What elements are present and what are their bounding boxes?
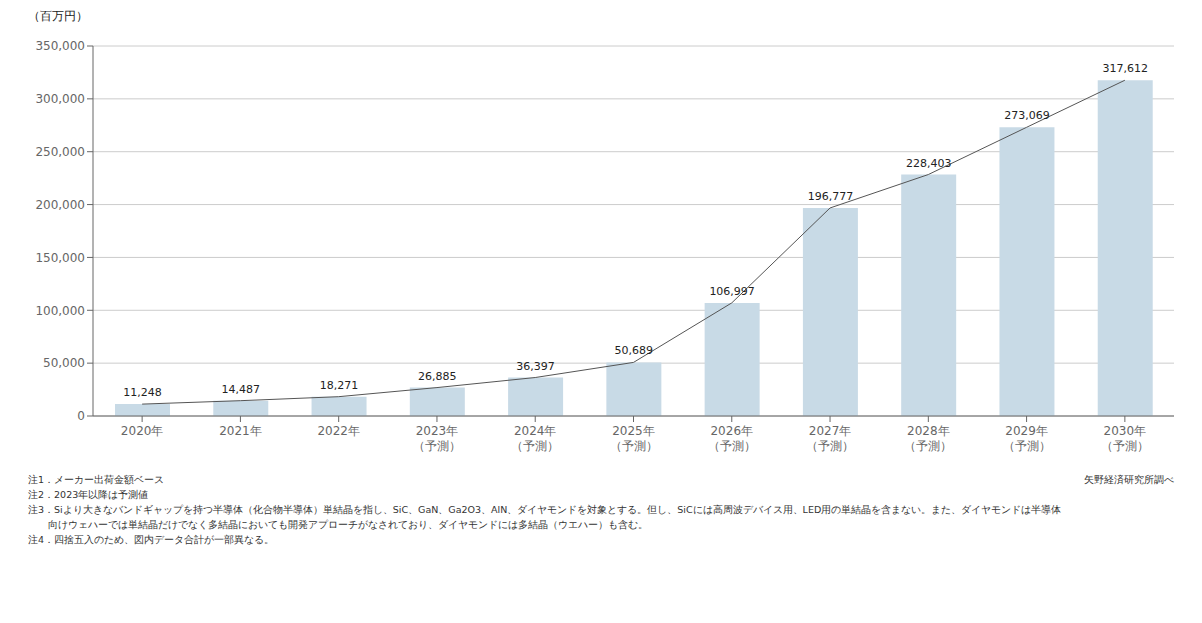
html-text:向けウェハーでは単結晶だけでなく多結晶においても開発アプロー: 向けウェハーでは単結晶だけでなく多結晶においても開発アプローチがなされており、ダ… [28, 519, 648, 530]
html-text:注3．Siより大きなバンドギャップを持つ半導体（化合物半導体: 注3．Siより大きなバンドギャップを持つ半導体（化合物半導体）単結晶を指し、Si… [28, 504, 1062, 515]
svg-text:2024年（予測）: 2024年（予測） [511, 424, 559, 453]
svg-text:2025年（予測）: 2025年（予測） [610, 424, 658, 453]
svg-text:0: 0 [77, 409, 85, 423]
svg-text:273,069: 273,069 [1004, 109, 1050, 122]
html-text:注4．四捨五入のため、図内データ合計が一部異なる。: 注4．四捨五入のため、図内データ合計が一部異なる。 [28, 534, 274, 545]
html-text:矢野経済研究所調べ: 矢野経済研究所調べ [1084, 474, 1174, 485]
svg-text:2020年: 2020年 [121, 424, 164, 438]
svg-text:150,000: 150,000 [35, 251, 85, 265]
svg-text:350,000: 350,000 [35, 39, 85, 53]
svg-text:196,777: 196,777 [808, 190, 854, 203]
svg-text:2029年（予測）: 2029年（予測） [1003, 424, 1051, 453]
svg-text:26,885: 26,885 [418, 370, 457, 383]
svg-text:2026年（予測）: 2026年（予測） [708, 424, 756, 453]
svg-text:2022年: 2022年 [317, 424, 360, 438]
html-text:（百万円）: （百万円） [28, 9, 88, 23]
svg-text:50,000: 50,000 [43, 356, 85, 370]
svg-text:100,000: 100,000 [35, 304, 85, 318]
svg-text:200,000: 200,000 [35, 198, 85, 212]
svg-text:36,397: 36,397 [516, 360, 555, 373]
svg-text:2028年（予測）: 2028年（予測） [904, 424, 952, 453]
svg-text:228,403: 228,403 [906, 157, 952, 170]
svg-text:317,612: 317,612 [1102, 62, 1148, 75]
svg-text:250,000: 250,000 [35, 145, 85, 159]
svg-text:14,487: 14,487 [222, 383, 261, 396]
svg-text:50,689: 50,689 [615, 344, 654, 357]
html-text:注1．メーカー出荷金額ベース: 注1．メーカー出荷金額ベース [28, 474, 164, 485]
svg-text:2021年: 2021年 [219, 424, 262, 438]
svg-text:18,271: 18,271 [320, 379, 359, 392]
svg-text:300,000: 300,000 [35, 92, 85, 106]
svg-text:106,997: 106,997 [709, 285, 755, 298]
svg-text:2023年（予測）: 2023年（予測） [413, 424, 461, 453]
svg-text:2030年（予測）: 2030年（予測） [1101, 424, 1149, 453]
svg-text:11,248: 11,248 [123, 386, 162, 399]
svg-text:2027年（予測）: 2027年（予測） [806, 424, 854, 453]
html-text:注2．2023年以降は予測値: 注2．2023年以降は予測値 [28, 489, 149, 500]
